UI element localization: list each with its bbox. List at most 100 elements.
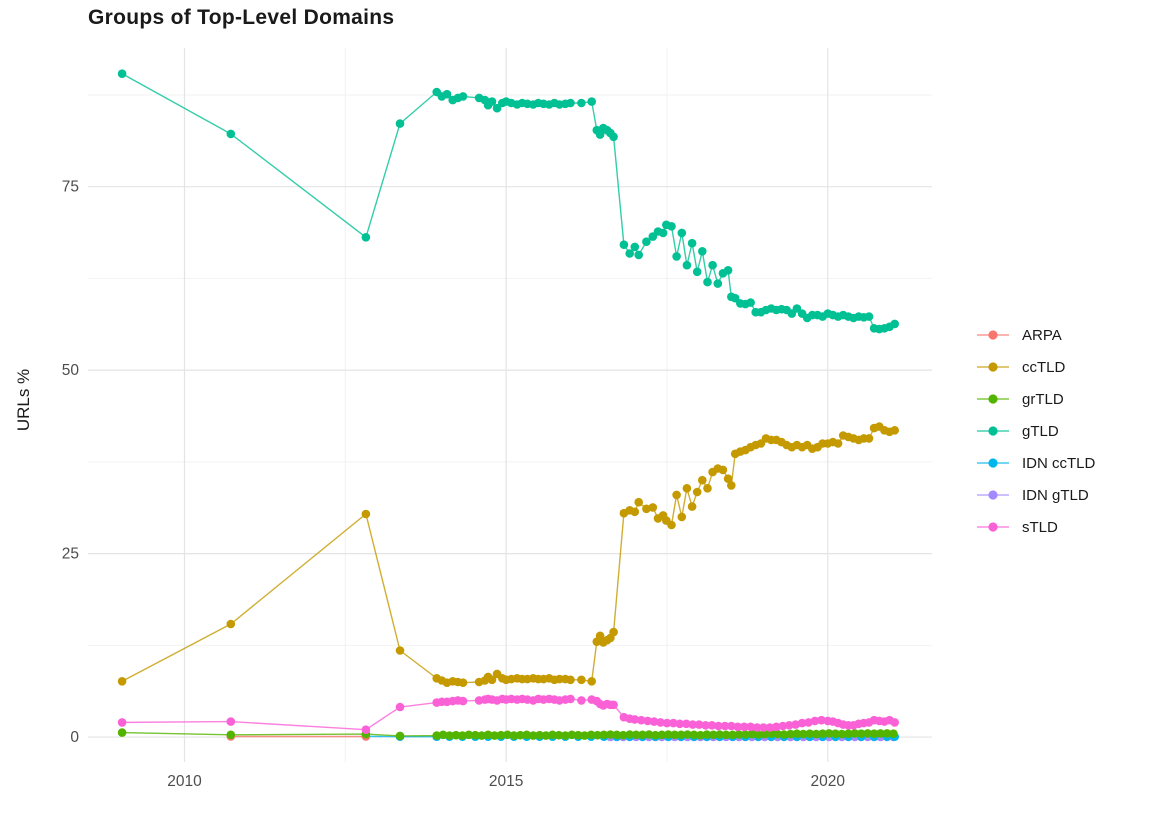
data-point: [644, 730, 654, 739]
legend-entry-gtld: gTLD: [976, 415, 1095, 447]
data-point: [746, 298, 755, 307]
data-point: [642, 504, 651, 514]
data-point: [689, 730, 699, 740]
data-point: [566, 98, 575, 108]
data-point: [395, 646, 405, 655]
data-point: [667, 222, 676, 231]
data-point: [799, 729, 808, 739]
data-point: [577, 98, 586, 108]
data-point: [703, 277, 712, 287]
data-point: [760, 729, 769, 739]
data-point: [844, 729, 853, 738]
data-point: [438, 730, 448, 740]
data-point: [395, 731, 405, 741]
data-point: [609, 627, 618, 637]
data-point: [487, 97, 497, 106]
data-point: [817, 715, 826, 725]
legend-key-idn-gtld-icon: [977, 490, 1009, 500]
legend-entry-stld: sTLD: [976, 511, 1095, 543]
x-tick-label: 2020: [811, 773, 846, 790]
x-tick-label: 2015: [489, 773, 523, 790]
data-point: [786, 729, 795, 739]
data-point: [718, 465, 728, 475]
data-point: [595, 130, 605, 139]
data-point: [682, 719, 691, 729]
data-point: [477, 731, 487, 740]
data-point: [612, 730, 622, 740]
data-point: [687, 238, 697, 248]
data-point: [688, 720, 697, 729]
data-point: [733, 722, 742, 732]
data-point: [487, 675, 497, 685]
data-point: [516, 730, 525, 740]
data-point: [451, 730, 461, 740]
data-point: [864, 434, 874, 443]
data-point: [595, 631, 605, 641]
data-point: [464, 730, 474, 740]
data-point: [458, 696, 468, 706]
data-point: [707, 721, 717, 730]
y-tick-label: 0: [70, 729, 79, 746]
data-point: [625, 249, 634, 258]
data-point: [677, 512, 687, 522]
data-point: [361, 725, 371, 734]
data-point: [618, 730, 628, 740]
data-point: [642, 237, 651, 246]
data-point: [721, 730, 731, 740]
data-point: [651, 730, 660, 740]
data-point: [669, 718, 678, 728]
data-point: [226, 619, 236, 629]
data-point: [631, 730, 641, 740]
data-point: [746, 722, 755, 732]
legend-label-grtld: grTLD: [1022, 390, 1064, 408]
data-point: [648, 503, 658, 512]
data-point: [573, 730, 583, 740]
data-point: [593, 730, 602, 740]
data-point: [577, 696, 586, 705]
legend-entry-idn-cctld: IDN ccTLD: [976, 447, 1095, 479]
series-points-stld: [117, 694, 899, 734]
data-point: [734, 730, 744, 739]
legend-key-cctld-icon: [977, 362, 1009, 372]
data-point: [876, 729, 885, 738]
data-point: [778, 721, 788, 731]
data-point: [714, 721, 723, 731]
data-point: [528, 731, 538, 740]
data-point: [837, 729, 847, 739]
data-point: [548, 730, 557, 740]
legend-key-stld-icon: [977, 522, 1009, 532]
data-point: [361, 233, 371, 242]
data-point: [702, 730, 712, 739]
data-point: [630, 242, 640, 252]
data-point: [889, 729, 898, 738]
data-point: [599, 730, 609, 740]
data-point: [675, 719, 685, 729]
data-point: [554, 730, 564, 740]
data-point: [670, 730, 679, 740]
legend-label-idn-cctld: IDN ccTLD: [1022, 454, 1096, 472]
data-point: [784, 721, 794, 730]
data-point: [713, 279, 723, 288]
data-point: [496, 730, 506, 740]
data-point: [587, 677, 596, 686]
data-point: [772, 722, 781, 732]
legend-entry-cctld: ccTLD: [976, 351, 1095, 383]
data-point: [797, 718, 807, 728]
data-point: [458, 731, 467, 740]
data-point: [811, 729, 821, 739]
data-point: [810, 716, 820, 726]
data-point: [566, 694, 575, 704]
legend-label-gtld: gTLD: [1022, 422, 1059, 440]
data-point: [664, 730, 673, 739]
legend-key-arpa-icon: [977, 330, 1009, 340]
data-point: [791, 720, 800, 729]
data-point: [698, 247, 707, 256]
data-point: [442, 89, 452, 99]
data-point: [672, 252, 681, 261]
data-point: [727, 721, 736, 731]
data-point: [727, 481, 736, 490]
legend-key-idn-cctld-icon: [977, 458, 1009, 468]
data-point: [625, 730, 634, 739]
